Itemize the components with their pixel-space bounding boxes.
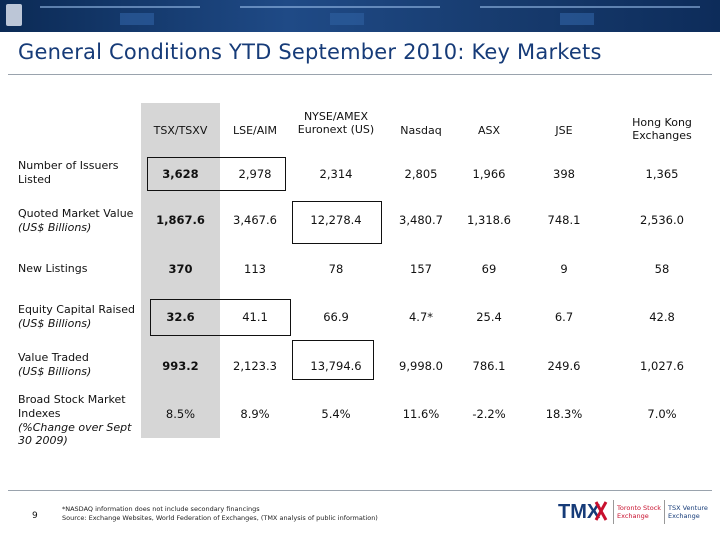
brand-divider: [613, 500, 614, 524]
table-cell: 1,027.6: [640, 359, 684, 373]
table-cell: 58: [654, 262, 670, 276]
table-cell: 3,628: [162, 167, 199, 181]
page-number: 9: [32, 511, 38, 521]
banner-logo-icon: [6, 4, 22, 26]
table-cell: 8.5%: [165, 407, 196, 421]
banner-decoration: [40, 6, 200, 8]
table-cell: 4.7*: [408, 310, 434, 324]
column-header: ASX: [477, 124, 501, 137]
table-cell: 2,123.3: [233, 359, 277, 373]
column-header: JSE: [555, 124, 573, 137]
capital-raised-box: [150, 299, 291, 336]
table-cell: 8.9%: [240, 407, 270, 421]
footer-rule: [8, 490, 712, 491]
table-cell: 18.3%: [545, 407, 583, 421]
row-label: Broad Stock Market Indexes (%Change over …: [18, 393, 132, 448]
banner-decoration: [560, 13, 594, 25]
banner-decoration: [120, 13, 154, 25]
row-label: Equity Capital Raised (US$ Billions): [18, 303, 136, 330]
title-rule: [8, 74, 712, 75]
table-cell: 32.6: [166, 310, 195, 324]
table-cell: 13,794.6: [310, 359, 362, 373]
table-cell: 3,480.7: [399, 213, 443, 227]
banner-decoration: [240, 6, 440, 8]
row-label: Value Traded (US$ Billions): [18, 351, 92, 378]
market-value-box: [292, 201, 382, 244]
tmx-logo-icon: TMX: [558, 501, 608, 523]
table-cell: 66.9: [323, 310, 349, 324]
table-cell: 1,318.6: [467, 213, 511, 227]
brand-divider: [664, 500, 665, 524]
banner-decoration: [480, 6, 700, 8]
banner-decoration: [330, 13, 364, 25]
table-cell: 11.6%: [402, 407, 440, 421]
table-cell: 157: [410, 262, 432, 276]
column-header: Nasdaq: [400, 124, 442, 137]
table-cell: 5.4%: [321, 407, 351, 421]
table-cell: 78: [328, 262, 344, 276]
column-header: LSE/AIM: [232, 124, 278, 137]
row-label: Quoted Market Value (US$ Billions): [18, 207, 134, 234]
table-cell: 6.7: [554, 310, 574, 324]
tsxv-brand-text: TSX Venture Exchange: [668, 504, 708, 521]
value-traded-box: [292, 340, 374, 380]
table-cell: 1,365: [645, 167, 679, 181]
table-cell: 7.0%: [647, 407, 677, 421]
table-cell: 2,978: [238, 167, 272, 181]
table-cell: 69: [481, 262, 497, 276]
tsx-brand-text: Toronto Stock Exchange: [617, 504, 662, 521]
table-cell: 2,805: [404, 167, 438, 181]
table-cell: 12,278.4: [310, 213, 362, 227]
table-cell: 2,536.0: [640, 213, 684, 227]
table-cell: 9,998.0: [399, 359, 443, 373]
table-cell: 249.6: [547, 359, 581, 373]
table-cell: 41.1: [242, 310, 268, 324]
table-cell: 786.1: [472, 359, 506, 373]
table-cell: 993.2: [162, 359, 199, 373]
row-label: New Listings: [18, 262, 88, 275]
table-cell: 25.4: [476, 310, 502, 324]
issuers-box: [147, 157, 286, 191]
table-cell: 3,467.6: [233, 213, 277, 227]
column-header: TSX/TSXV: [153, 124, 208, 137]
table-cell: 42.8: [649, 310, 675, 324]
tmx-logo-text: TMX: [558, 501, 601, 523]
table-cell: 748.1: [547, 213, 581, 227]
table-cell: 1,966: [472, 167, 506, 181]
column-header: NYSE/AMEX Euronext (US): [297, 110, 375, 137]
table-cell: 1,867.6: [156, 213, 205, 227]
table-cell: 113: [244, 262, 266, 276]
table-cell: 9: [560, 262, 568, 276]
header-banner: [0, 0, 720, 32]
footnote: *NASDAQ information does not include sec…: [62, 505, 378, 522]
row-label: Number of Issuers Listed: [18, 159, 119, 186]
page-title: General Conditions YTD September 2010: K…: [18, 40, 602, 64]
table-cell: 370: [168, 262, 193, 276]
column-header: Hong Kong Exchanges: [632, 116, 692, 143]
table-cell: 2,314: [319, 167, 353, 181]
table-cell: -2.2%: [472, 407, 506, 421]
table-cell: 398: [553, 167, 575, 181]
tsx-column-highlight: [141, 103, 220, 438]
